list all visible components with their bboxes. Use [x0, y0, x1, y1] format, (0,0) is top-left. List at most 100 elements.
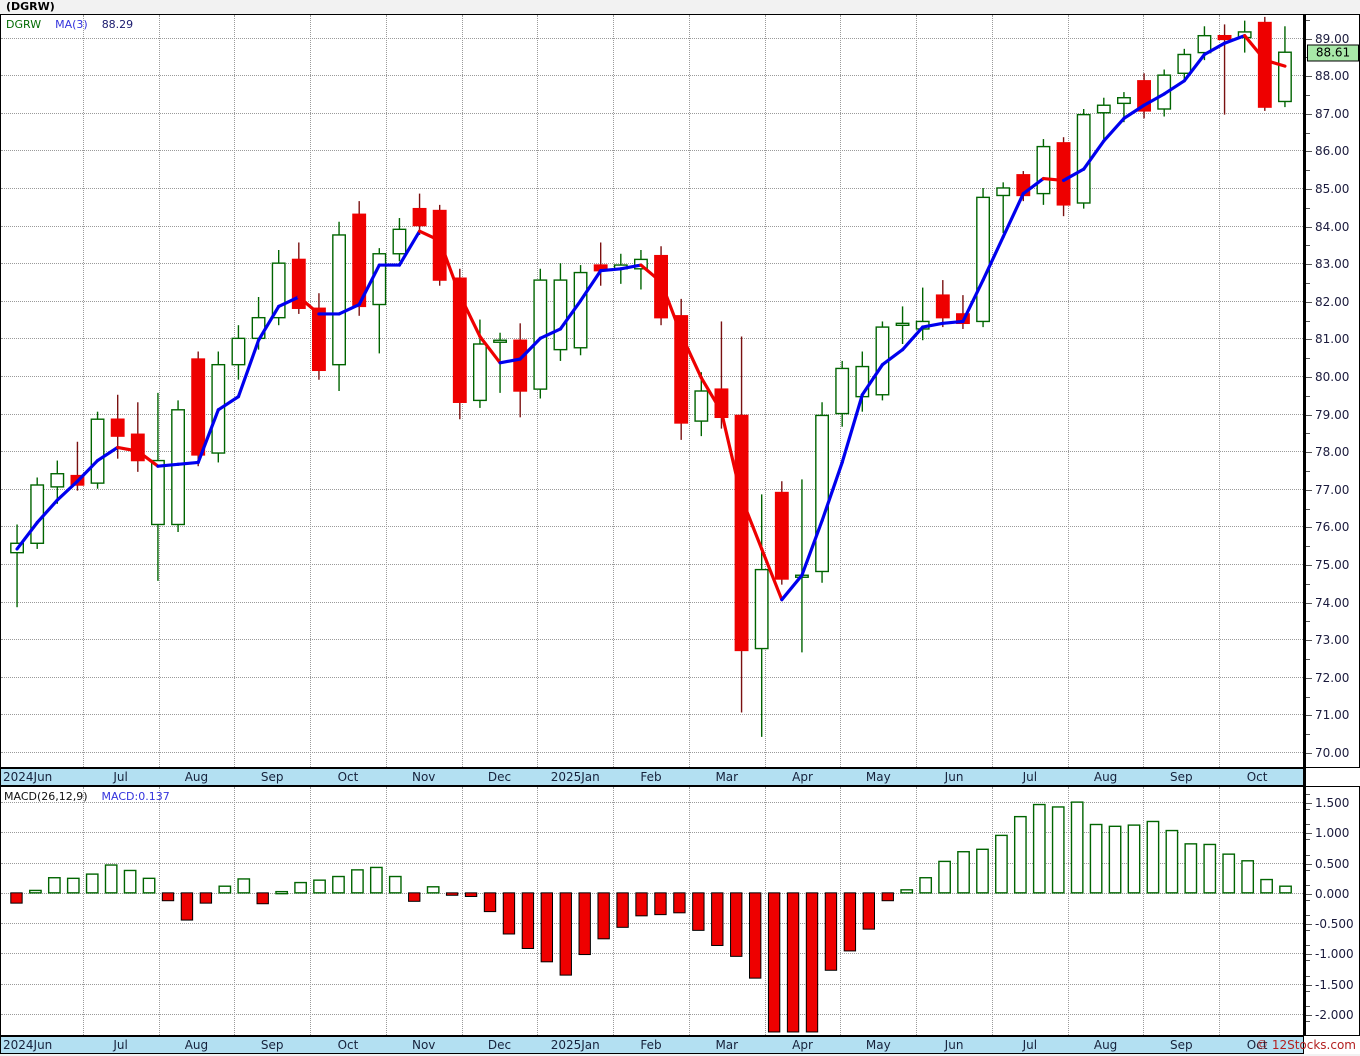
price-axis-tick	[1306, 301, 1312, 303]
price-axis-minor-tick	[1306, 658, 1310, 660]
date-axis-label: Sep	[1170, 1038, 1193, 1052]
macd-gridline-h	[1, 802, 1303, 804]
macd-axis-minor-tick	[1306, 945, 1310, 947]
price-gridline-h	[1, 601, 1303, 603]
price-axis-tick	[1306, 38, 1312, 40]
date-axis-label: Feb	[640, 770, 662, 784]
price-axis-minor-tick	[1306, 320, 1310, 322]
macd-axis-label: 0.500	[1315, 856, 1350, 871]
price-gridline-v	[1067, 15, 1069, 767]
price-axis-label: 83.00	[1315, 257, 1350, 272]
price-axis-tick	[1306, 715, 1312, 717]
price-axis-tick	[1306, 264, 1312, 266]
price-axis-label: 82.00	[1315, 294, 1350, 309]
price-gridline-h	[1, 751, 1303, 753]
price-gridline-v	[234, 15, 236, 767]
macd-gridline-v	[688, 787, 690, 1035]
macd-gridline-h	[1, 892, 1303, 894]
price-axis-label: 75.00	[1315, 557, 1350, 572]
date-axis-label: Nov	[411, 1038, 436, 1052]
date-axis-label: Dec	[487, 1038, 512, 1052]
price-axis-minor-tick	[1306, 433, 1310, 435]
macd-axis-tick	[1306, 984, 1312, 986]
axis-corner-bottom	[1304, 1036, 1360, 1054]
price-axis-label: 71.00	[1315, 708, 1350, 723]
price-axis-label: 88.00	[1315, 69, 1350, 84]
price-axis-minor-tick	[1306, 696, 1310, 698]
price-axis-tick	[1306, 414, 1312, 416]
macd-axis-tick	[1306, 924, 1312, 926]
macd-gridline-v	[1219, 787, 1221, 1035]
date-axis-label: May	[865, 770, 891, 784]
price-gridline-v	[537, 15, 539, 767]
macd-gridline-v	[82, 787, 84, 1035]
macd-axis-minor-tick	[1306, 960, 1310, 962]
price-gridline-v	[916, 15, 918, 767]
price-gridline-h	[1, 714, 1303, 716]
macd-gridline-v	[461, 787, 463, 1035]
date-axis-label: Sep	[1170, 770, 1193, 784]
axis-corner-top	[1304, 768, 1360, 786]
date-axis-label: Apr	[792, 770, 813, 784]
macd-axis-tick	[1306, 833, 1312, 835]
page-title: (DGRW)	[6, 0, 55, 13]
macd-gridline-h	[1, 862, 1303, 864]
price-axis-minor-tick	[1306, 734, 1310, 736]
macd-plot-area	[1, 787, 1303, 1035]
price-axis-minor-tick	[1306, 94, 1310, 96]
price-gridline-h	[1, 375, 1303, 377]
watermark: © 12Stocks.com	[1256, 1038, 1356, 1052]
price-axis-label: 84.00	[1315, 219, 1350, 234]
price-gridline-h	[1, 150, 1303, 152]
price-gridline-h	[1, 300, 1303, 302]
macd-gridline-h	[1, 1013, 1303, 1015]
price-chart-panel[interactable]	[0, 14, 1304, 768]
price-gridline-v	[613, 15, 615, 767]
date-axis-label: Oct	[337, 770, 359, 784]
price-axis-label: 74.00	[1315, 595, 1350, 610]
macd-gridline-v	[310, 787, 312, 1035]
price-gridline-h	[1, 563, 1303, 565]
macd-axis-minor-tick	[1306, 975, 1310, 977]
macd-gridline-v	[613, 787, 615, 1035]
price-gridline-v	[1143, 15, 1145, 767]
price-gridline-v	[82, 15, 84, 767]
date-axis-label: Mar	[715, 770, 739, 784]
price-gridline-h	[1, 451, 1303, 453]
macd-axis-tick	[1306, 1014, 1312, 1016]
date-axis-label: Aug	[184, 770, 209, 784]
macd-axis-minor-tick	[1306, 930, 1310, 932]
date-axis-label: Feb	[640, 1038, 662, 1052]
macd-gridline-v	[385, 787, 387, 1035]
date-axis-label: Oct	[1246, 770, 1268, 784]
macd-chart-panel[interactable]	[0, 786, 1304, 1036]
price-axis-minor-tick	[1306, 395, 1310, 397]
price-axis-label: 87.00	[1315, 106, 1350, 121]
price-gridline-v	[688, 15, 690, 767]
price-gridline-v	[1219, 15, 1221, 767]
macd-axis-tick	[1306, 863, 1312, 865]
macd-axis-minor-tick	[1306, 809, 1310, 811]
macd-axis-tick	[1306, 803, 1312, 805]
price-gridline-h	[1, 37, 1303, 39]
macd-gridline-v	[764, 787, 766, 1035]
current-price-badge: 88.61	[1307, 44, 1359, 62]
price-axis-label: 81.00	[1315, 332, 1350, 347]
price-axis-tick	[1306, 527, 1312, 529]
price-gridline-h	[1, 413, 1303, 415]
candlestick-series	[10, 16, 1292, 737]
price-axis-minor-tick	[1306, 546, 1310, 548]
price-gridline-v	[310, 15, 312, 767]
macd-gridline-v	[840, 787, 842, 1035]
macd-legend: MACD(26,12,9) MACD:0.137	[4, 790, 170, 803]
date-axis-label: Aug	[184, 1038, 209, 1052]
price-gridline-v	[158, 15, 160, 767]
macd-axis-minor-tick	[1306, 854, 1310, 856]
macd-gridline-v	[234, 787, 236, 1035]
price-legend: DGRW MA(3) 88.29	[6, 18, 133, 31]
price-y-axis: 70.00 71.00 72.00 73.00 74.00 75.00 76.00 77.00…	[1304, 14, 1360, 768]
price-axis-minor-tick	[1306, 170, 1310, 172]
price-gridline-h	[1, 225, 1303, 227]
date-axis-label: Apr	[792, 1038, 813, 1052]
